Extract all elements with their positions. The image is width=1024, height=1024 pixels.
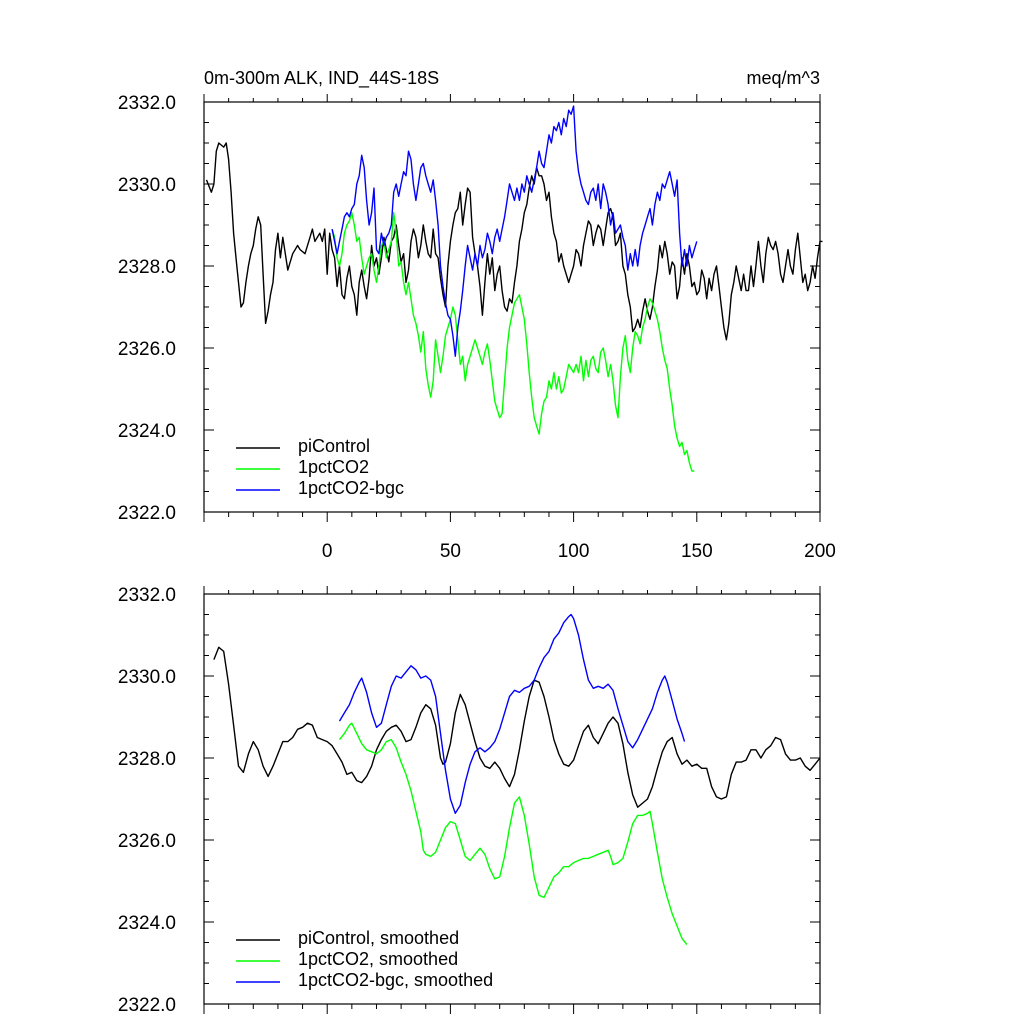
y-tick-label: 2324.0 [118, 421, 176, 442]
chart-title: 0m-300m ALK, IND_44S-18S [204, 68, 439, 89]
y-tick-labels: 2322.0 2324.0 2326.0 2328.0 2330.0 2332.0 [118, 93, 176, 524]
x-tick-label: 50 [440, 541, 461, 562]
series-line-0 [213, 646, 821, 808]
x-tick-labels: 0 50 100 150 200 [322, 541, 836, 562]
axis-ticks [203, 94, 821, 522]
series-line-2 [338, 613, 686, 814]
series-line-0 [205, 142, 823, 341]
series-line-2 [331, 105, 698, 357]
y-tick-label: 2322.0 [118, 503, 176, 524]
chart-units: meq/m^3 [747, 68, 820, 88]
y-tick-label: 2332.0 [118, 93, 176, 114]
series-line-1 [331, 212, 695, 472]
y-tick-label: 2326.0 [118, 339, 176, 360]
legend-label: 1pctCO2-bgc [298, 478, 404, 498]
series-lines [205, 105, 823, 472]
y-tick-label: 2328.0 [118, 257, 176, 278]
legend-label: piControl, smoothed [298, 928, 459, 948]
plot-frame [203, 593, 821, 1005]
x-tick-label: 100 [558, 541, 590, 562]
legend-label: 1pctCO2-bgc, smoothed [298, 970, 493, 990]
y-tick-label: 2324.0 [118, 913, 176, 934]
bottom-panel: 2322.0 2324.0 2326.0 2328.0 2330.0 2332.0 piC… [118, 585, 821, 1016]
legend-label: 1pctCO2 [298, 457, 369, 477]
legend-label: piControl [298, 436, 370, 456]
y-tick-label: 2330.0 [118, 175, 176, 196]
y-tick-label: 2330.0 [118, 667, 176, 688]
plot-frame [203, 101, 821, 513]
y-tick-label: 2328.0 [118, 749, 176, 770]
y-tick-labels: 2322.0 2324.0 2326.0 2328.0 2330.0 2332.0 [118, 585, 176, 1016]
axis-ticks [203, 586, 821, 1014]
series-lines [213, 613, 821, 946]
legend-label: 1pctCO2, smoothed [298, 949, 458, 969]
x-tick-label: 200 [804, 541, 836, 562]
series-line-1 [338, 722, 688, 946]
x-tick-label: 150 [681, 541, 713, 562]
x-tick-label: 0 [322, 541, 333, 562]
y-tick-label: 2326.0 [118, 831, 176, 852]
y-tick-label: 2322.0 [118, 995, 176, 1016]
y-tick-label: 2332.0 [118, 585, 176, 606]
top-panel: 0m-300m ALK, IND_44S-18S meq/m^3 2322.02… [118, 68, 836, 562]
